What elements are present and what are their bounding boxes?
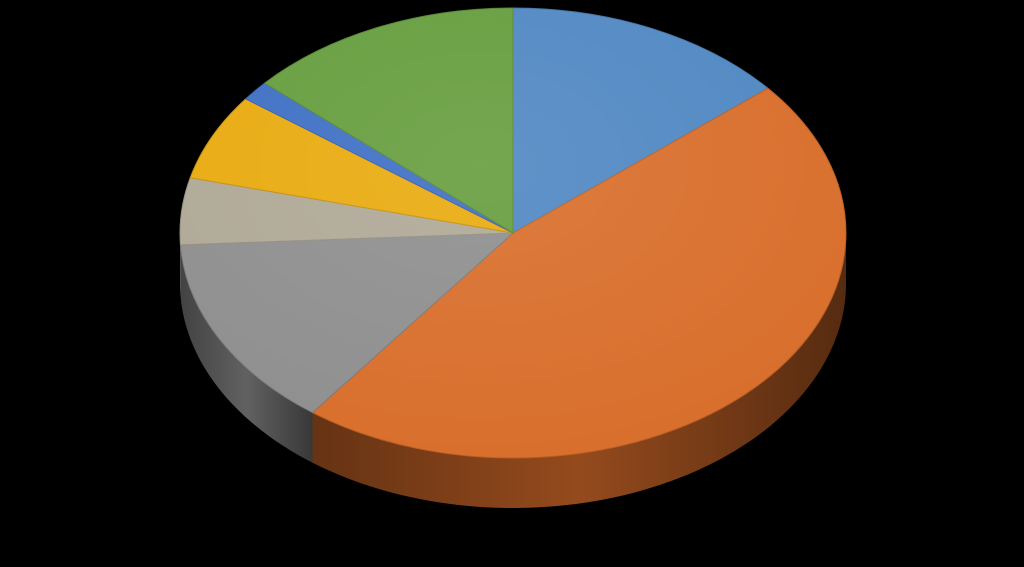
pie-slices xyxy=(179,7,847,459)
